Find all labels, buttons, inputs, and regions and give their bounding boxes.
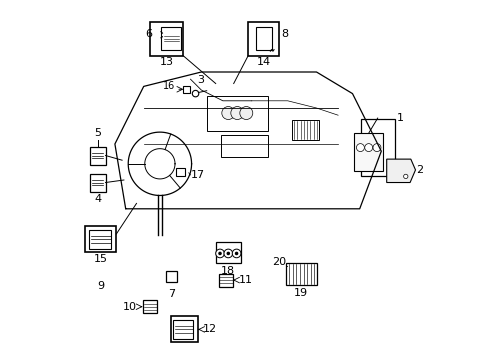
- Bar: [173, 320, 193, 339]
- Text: 20: 20: [271, 257, 285, 267]
- Circle shape: [232, 249, 241, 258]
- Text: 14: 14: [256, 57, 270, 67]
- Text: 16: 16: [163, 81, 175, 91]
- Text: 5: 5: [94, 127, 102, 138]
- Bar: [170, 316, 198, 342]
- Text: 18: 18: [221, 266, 235, 276]
- Text: 1: 1: [396, 113, 403, 123]
- Circle shape: [235, 252, 237, 255]
- Bar: [90, 147, 105, 165]
- Bar: [165, 271, 177, 282]
- Bar: [285, 263, 317, 285]
- Text: 9: 9: [97, 281, 104, 291]
- Circle shape: [239, 107, 252, 120]
- Bar: [182, 86, 189, 93]
- Circle shape: [192, 90, 199, 97]
- Text: 15: 15: [93, 254, 107, 264]
- Text: 12: 12: [202, 324, 216, 334]
- Circle shape: [219, 252, 221, 255]
- Bar: [360, 119, 394, 176]
- Polygon shape: [386, 159, 415, 183]
- Bar: [84, 226, 116, 252]
- Bar: [354, 133, 382, 171]
- Text: 4: 4: [94, 194, 102, 204]
- Bar: [219, 274, 232, 287]
- Text: 3: 3: [197, 75, 203, 85]
- Bar: [247, 22, 279, 56]
- Text: 13: 13: [159, 57, 173, 67]
- Text: 6: 6: [145, 29, 152, 39]
- Circle shape: [222, 107, 234, 120]
- Bar: [292, 120, 319, 140]
- Circle shape: [230, 107, 244, 120]
- Circle shape: [215, 249, 224, 258]
- Text: 10: 10: [122, 302, 136, 312]
- Circle shape: [224, 249, 232, 258]
- Circle shape: [227, 252, 229, 255]
- Bar: [161, 27, 180, 50]
- Bar: [215, 242, 241, 263]
- Bar: [256, 27, 272, 50]
- Circle shape: [364, 144, 372, 152]
- Bar: [88, 230, 111, 249]
- Circle shape: [372, 144, 380, 152]
- Circle shape: [403, 174, 407, 179]
- Text: 11: 11: [238, 275, 252, 285]
- Text: 8: 8: [281, 29, 288, 39]
- Text: 2: 2: [416, 165, 423, 175]
- Circle shape: [356, 144, 364, 152]
- Text: 17: 17: [190, 170, 204, 180]
- Bar: [176, 168, 184, 176]
- Bar: [90, 174, 105, 192]
- Text: 7: 7: [167, 289, 175, 300]
- Bar: [149, 22, 183, 56]
- Bar: [206, 96, 267, 130]
- Bar: [221, 135, 267, 157]
- Text: 19: 19: [294, 288, 308, 298]
- Bar: [142, 300, 157, 313]
